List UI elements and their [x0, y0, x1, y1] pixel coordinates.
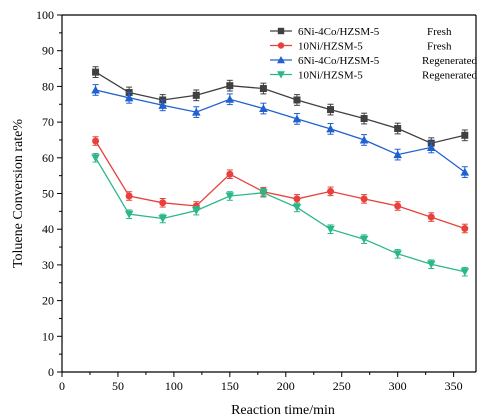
y-tick-label: 60 [42, 151, 54, 165]
legend-condition: Regenerated [422, 55, 477, 67]
series-3 [91, 84, 470, 178]
data-point [394, 125, 402, 133]
data-point [158, 214, 168, 223]
data-point [292, 203, 302, 212]
data-point [192, 91, 200, 99]
data-point [191, 207, 201, 215]
y-tick-label: 20 [42, 294, 54, 308]
legend-label: 6Ni-4Co/HZSM-5 [298, 55, 380, 67]
data-point [360, 115, 368, 123]
y-tick-label: 40 [42, 222, 54, 236]
data-point [460, 268, 470, 276]
legend-entry: 10Ni/HZSM-5 Regenerated [270, 70, 477, 82]
legend-marker [277, 42, 285, 49]
data-point [326, 124, 335, 133]
data-point [92, 137, 100, 145]
data-point [393, 250, 402, 259]
data-point [226, 82, 234, 90]
legend-label: 10Ni/HZSM-5 [298, 41, 363, 53]
data-point [461, 131, 469, 139]
data-point [359, 235, 369, 244]
data-point [327, 106, 335, 114]
legend-marker [277, 27, 285, 35]
legend-label: 6Ni-4Co/HZSM-5 [298, 26, 380, 38]
legend-condition: Regenerated [422, 70, 477, 82]
data-point [225, 192, 235, 201]
series-line [95, 140, 466, 230]
data-point [158, 101, 168, 109]
x-tick-label: 200 [277, 379, 295, 393]
data-point [359, 135, 369, 144]
series-line [95, 157, 465, 273]
x-tick-label: 150 [221, 379, 239, 393]
data-point [326, 225, 335, 234]
data-point [124, 210, 134, 219]
axes: 0 10 20 30 40 50 60 70 80 90 100 0 50 100 150 200 250 300… [36, 8, 477, 393]
data-point [426, 143, 436, 151]
legend-marker [277, 56, 285, 64]
legend-entry: 10Ni/HZSM-5 Fresh [270, 41, 452, 53]
data-point [191, 107, 201, 116]
legend-entry: 6Ni-4Co/HZSM-5 Regenerated [270, 55, 477, 67]
data-point [427, 213, 435, 221]
data-point [426, 260, 436, 269]
series-1 [92, 66, 469, 150]
data-point [460, 167, 470, 176]
legend-condition: Fresh [427, 26, 452, 38]
data-point [92, 68, 100, 76]
series-line [95, 89, 466, 173]
y-tick-label: 50 [42, 187, 54, 201]
y-tick-label: 10 [42, 329, 54, 343]
data-point [393, 150, 402, 159]
data-point [91, 154, 100, 163]
legend-marker [277, 71, 285, 79]
data-point [259, 85, 267, 93]
x-tick-label: 0 [59, 379, 65, 393]
data-point [124, 93, 134, 102]
data-point [461, 224, 469, 232]
series-4 [91, 153, 470, 277]
data-point [259, 189, 268, 198]
data-point [225, 94, 235, 103]
data-point [159, 199, 167, 207]
plot-area [91, 66, 470, 277]
legend-label: 10Ni/HZSM-5 [298, 70, 363, 82]
y-tick-label: 100 [36, 8, 54, 22]
data-point [360, 195, 368, 203]
y-tick-label: 70 [42, 115, 54, 129]
y-tick-label: 30 [42, 258, 54, 272]
data-point [259, 104, 268, 113]
x-tick-label: 300 [389, 379, 407, 393]
data-point [293, 195, 301, 203]
data-point [125, 192, 133, 200]
data-point [292, 114, 302, 123]
x-tick-label: 250 [333, 379, 351, 393]
y-tick-label: 90 [42, 44, 54, 58]
data-point [226, 170, 234, 178]
y-tick-label: 0 [48, 365, 54, 379]
x-tick-label: 50 [112, 379, 124, 393]
data-point [394, 202, 402, 210]
series-2 [92, 136, 469, 234]
y-axis-title: Toluene Conversion rate% [11, 119, 26, 268]
data-point [91, 85, 100, 94]
data-point [293, 96, 301, 104]
x-tick-label: 100 [165, 379, 183, 393]
series-line [95, 71, 465, 144]
legend-condition: Fresh [427, 41, 452, 53]
legend-entry: 6Ni-4Co/HZSM-5 Fresh [270, 26, 452, 38]
data-point [327, 187, 335, 195]
y-tick-label: 80 [42, 79, 54, 93]
x-axis-title: Reaction time/min [231, 403, 335, 418]
x-tick-label: 350 [445, 379, 463, 393]
